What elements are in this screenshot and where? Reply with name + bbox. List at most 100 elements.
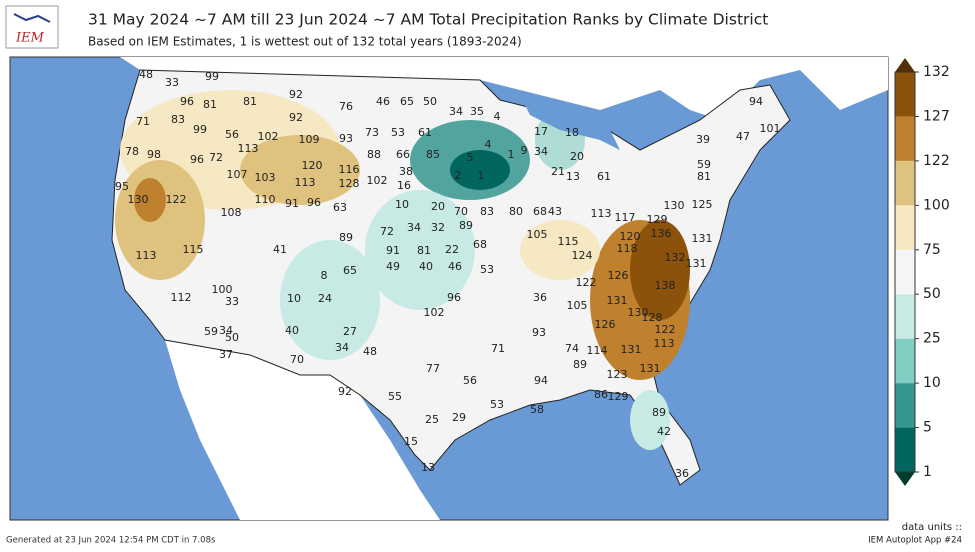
- district-rank: 66: [396, 148, 410, 161]
- district-rank: 92: [289, 88, 303, 101]
- district-rank: 72: [380, 225, 394, 238]
- mexico: [165, 340, 440, 520]
- district-rank: 131: [692, 232, 713, 245]
- dry-region: [115, 160, 205, 280]
- district-rank: 122: [166, 193, 187, 206]
- district-rank: 132: [665, 251, 686, 264]
- district-rank: 58: [530, 403, 544, 416]
- district-rank: 126: [608, 269, 629, 282]
- district-rank: 118: [617, 242, 638, 255]
- district-rank: 108: [221, 206, 242, 219]
- footer-app: IEM Autoplot App #24: [868, 536, 962, 546]
- colorbar-label: 132: [923, 64, 950, 80]
- district-rank: 83: [480, 205, 494, 218]
- district-rank: 103: [255, 171, 276, 184]
- district-rank: 34: [219, 324, 233, 337]
- colorbar-label: 100: [923, 197, 950, 213]
- great-lakes: [520, 95, 620, 150]
- district-rank: 18: [565, 126, 579, 139]
- colorbar-segment: [895, 338, 915, 384]
- district-rank: 68: [473, 238, 487, 251]
- district-rank: 15: [404, 435, 418, 448]
- district-rank: 77: [426, 362, 440, 375]
- wet-region: [630, 390, 670, 450]
- district-rank: 136: [651, 227, 672, 240]
- district-rank: 113: [238, 142, 259, 155]
- district-rank: 1: [508, 148, 515, 161]
- district-rank: 113: [295, 176, 316, 189]
- district-rank: 112: [171, 291, 192, 304]
- district-rank: 130: [128, 193, 149, 206]
- district-rank: 65: [400, 95, 414, 108]
- district-rank: 48: [363, 345, 377, 358]
- district-rank: 120: [302, 159, 323, 172]
- district-rank: 34: [407, 221, 421, 234]
- colorbar-label: 10: [923, 375, 941, 391]
- district-rank: 81: [417, 244, 431, 257]
- district-rank: 99: [193, 123, 207, 136]
- district-rank: 126: [595, 318, 616, 331]
- district-rank: 10: [287, 292, 301, 305]
- district-rank: 93: [532, 326, 546, 339]
- district-rank: 33: [165, 76, 179, 89]
- district-rank: 65: [343, 264, 357, 277]
- district-rank: 48: [139, 68, 153, 81]
- logo: IEM: [5, 5, 59, 49]
- district-rank: 81: [203, 98, 217, 111]
- district-rank: 102: [424, 306, 445, 319]
- district-rank: 55: [388, 390, 402, 403]
- district-rank: 24: [318, 292, 332, 305]
- district-rank: 122: [576, 276, 597, 289]
- district-rank: 92: [289, 111, 303, 124]
- district-rank: 96: [307, 196, 321, 209]
- logo-box: [5, 5, 59, 49]
- wettest-region: [450, 150, 510, 190]
- district-rank: 16: [397, 179, 411, 192]
- map: [9, 56, 889, 521]
- district-rank: 88: [367, 148, 381, 161]
- district-rank: 53: [391, 126, 405, 139]
- district-rank: 53: [480, 263, 494, 276]
- district-rank: 105: [527, 228, 548, 241]
- district-rank: 37: [219, 348, 233, 361]
- colorbar-label: 127: [923, 108, 950, 124]
- district-rank: 63: [333, 201, 347, 214]
- district-rank: 71: [136, 115, 150, 128]
- district-rank: 110: [255, 193, 276, 206]
- subtitle: Based on IEM Estimates, 1 is wettest out…: [88, 35, 522, 49]
- district-rank: 21: [551, 165, 565, 178]
- district-rank: 9: [521, 144, 528, 157]
- district-rank: 40: [285, 324, 299, 337]
- district-rank: 13: [421, 461, 435, 474]
- district-rank: 59: [697, 158, 711, 171]
- title: 31 May 2024 ~7 AM till 23 Jun 2024 ~7 AM…: [88, 11, 768, 29]
- district-rank: 80: [509, 205, 523, 218]
- district-rank: 89: [652, 406, 666, 419]
- colorbar-frame: [894, 71, 916, 473]
- district-rank: 99: [205, 70, 219, 83]
- district-rank: 39: [696, 133, 710, 146]
- district-rank: 85: [426, 148, 440, 161]
- district-rank: 113: [591, 207, 612, 220]
- district-rank: 47: [736, 130, 750, 143]
- wet-region: [365, 190, 475, 310]
- district-rank: 43: [548, 205, 562, 218]
- district-rank: 2: [455, 169, 462, 182]
- district-rank: 20: [431, 200, 445, 213]
- colorbar-label: 5: [923, 420, 932, 436]
- district-rank: 46: [448, 260, 462, 273]
- district-rank: 130: [664, 199, 685, 212]
- district-rank: 41: [273, 243, 287, 256]
- district-rank: 8: [321, 269, 328, 282]
- colorbar-segment: [895, 116, 915, 161]
- district-rank: 131: [607, 294, 628, 307]
- district-rank: 114: [587, 344, 608, 357]
- colorbar-over: [895, 58, 915, 72]
- district-rank: 89: [339, 231, 353, 244]
- district-rank: 38: [399, 165, 413, 178]
- district-rank: 56: [225, 128, 239, 141]
- district-rank: 73: [365, 126, 379, 139]
- district-rank: 61: [597, 170, 611, 183]
- district-rank: 96: [190, 153, 204, 166]
